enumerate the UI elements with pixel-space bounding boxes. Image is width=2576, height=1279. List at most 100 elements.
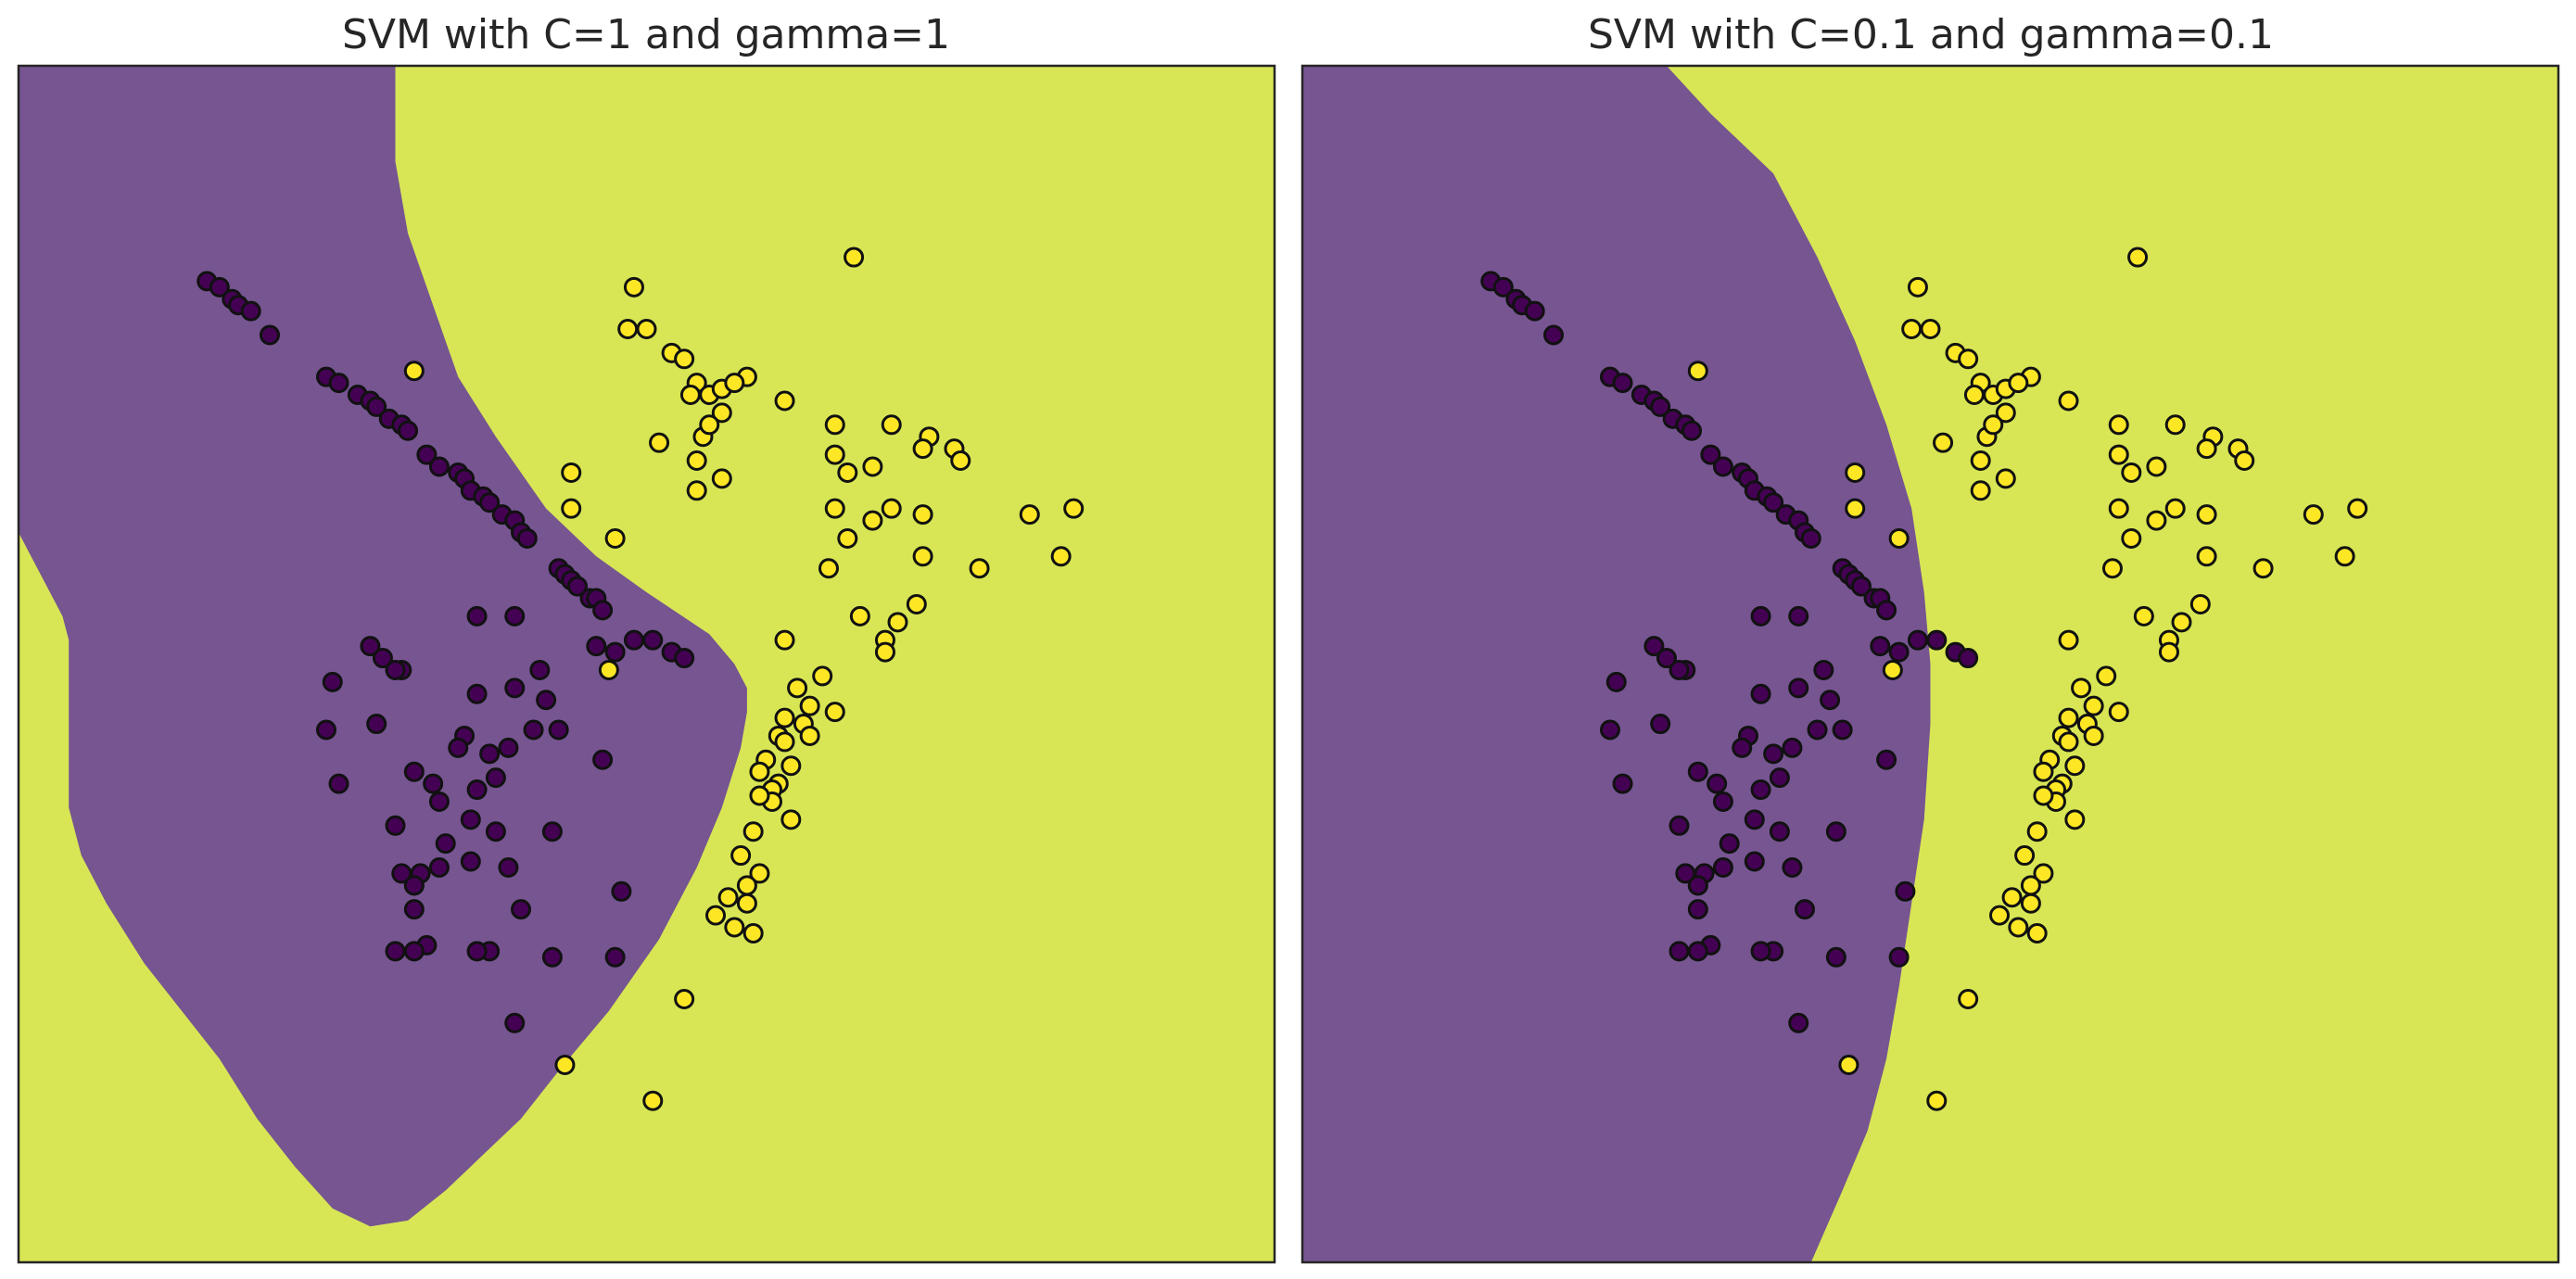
data-point-class-1 <box>2108 414 2129 436</box>
data-point-class-1 <box>2058 707 2079 728</box>
data-point-class-0 <box>423 773 444 794</box>
data-point-class-0 <box>604 641 626 663</box>
data-point-class-0 <box>1763 492 1784 513</box>
data-point-class-0 <box>1888 946 1910 968</box>
data-point-class-0 <box>1656 648 1677 669</box>
data-point-class-0 <box>385 659 406 680</box>
panel-right-title: SVM with C=0.1 and gamma=0.1 <box>1588 11 2274 58</box>
data-point-class-1 <box>2071 677 2092 699</box>
data-point-class-1 <box>2083 695 2104 716</box>
data-point-class-1 <box>844 247 865 268</box>
data-point-class-0 <box>385 941 406 962</box>
data-point-class-0 <box>485 821 506 842</box>
data-point-class-0 <box>1876 600 1897 621</box>
data-point-class-1 <box>1983 414 2004 436</box>
data-point-class-0 <box>523 719 544 741</box>
data-point-class-1 <box>1019 504 1040 526</box>
data-point-class-1 <box>1920 319 1941 340</box>
data-point-class-1 <box>950 450 971 472</box>
data-point-class-1 <box>724 917 745 938</box>
data-point-class-1 <box>1970 480 1991 501</box>
data-point-class-0 <box>1669 941 1690 962</box>
data-point-class-0 <box>1712 791 1733 812</box>
data-point-class-1 <box>2064 809 2086 830</box>
data-point-class-1 <box>818 558 839 579</box>
panel-left-plot <box>17 64 1276 1264</box>
data-point-class-1 <box>780 755 802 777</box>
data-point-class-1 <box>2303 504 2324 526</box>
data-point-class-0 <box>1700 444 1721 465</box>
data-point-class-0 <box>322 671 343 692</box>
data-point-class-0 <box>1712 856 1733 878</box>
data-point-class-1 <box>2189 593 2211 614</box>
data-point-class-0 <box>1769 767 1790 789</box>
data-point-class-0 <box>592 600 614 621</box>
data-point-class-0 <box>1643 636 1665 657</box>
data-point-class-1 <box>2001 887 2023 908</box>
data-point-class-1 <box>2008 373 2029 394</box>
data-point-class-0 <box>642 629 664 651</box>
data-point-class-0 <box>260 324 280 346</box>
data-point-class-1 <box>1995 468 2016 489</box>
data-point-class-0 <box>328 373 349 394</box>
data-point-class-0 <box>1850 576 1872 597</box>
data-point-class-0 <box>541 946 563 968</box>
data-point-class-0 <box>428 456 450 477</box>
data-point-class-1 <box>906 593 927 614</box>
data-point-class-0 <box>466 941 488 962</box>
data-point-class-1 <box>561 498 582 519</box>
data-point-class-0 <box>592 749 614 770</box>
data-point-class-0 <box>403 875 425 896</box>
data-point-class-0 <box>466 605 488 627</box>
data-point-class-1 <box>742 922 764 943</box>
data-point-class-0 <box>1788 605 1809 627</box>
data-point-class-1 <box>674 988 695 1009</box>
data-point-class-0 <box>1888 641 1910 663</box>
panel-left: SVM with C=1 and gamma=1 <box>17 11 1276 1264</box>
data-point-class-1 <box>912 438 933 460</box>
data-point-class-1 <box>561 462 582 483</box>
data-point-class-0 <box>448 737 469 758</box>
data-point-class-0 <box>541 821 563 842</box>
data-point-class-0 <box>1719 833 1740 855</box>
data-point-class-1 <box>2171 612 2192 633</box>
data-point-class-0 <box>485 767 506 789</box>
data-point-class-0 <box>504 677 526 699</box>
data-point-class-1 <box>686 450 707 472</box>
data-point-class-0 <box>1492 276 1514 298</box>
data-point-class-1 <box>2133 605 2154 627</box>
decision-region-class-0 <box>1302 66 1931 1262</box>
data-point-class-1 <box>874 641 895 663</box>
data-point-class-1 <box>1888 527 1910 549</box>
data-point-class-0 <box>511 899 531 920</box>
data-point-class-1 <box>862 456 883 477</box>
data-point-class-0 <box>504 605 526 627</box>
data-point-class-1 <box>2033 863 2054 884</box>
data-point-class-1 <box>887 612 908 633</box>
data-point-class-0 <box>428 791 450 812</box>
data-point-class-0 <box>1744 851 1765 872</box>
decision-region-class-0 <box>19 66 747 1227</box>
data-point-class-0 <box>586 636 607 657</box>
data-point-class-1 <box>2008 917 2029 938</box>
data-point-class-0 <box>529 659 551 680</box>
data-point-class-1 <box>2064 755 2086 777</box>
data-point-class-1 <box>2083 725 2104 746</box>
data-point-class-1 <box>604 527 626 549</box>
data-point-class-1 <box>749 785 770 806</box>
data-point-class-0 <box>403 941 425 962</box>
data-point-class-0 <box>1687 761 1708 782</box>
data-point-class-0 <box>536 690 557 711</box>
data-point-class-0 <box>1650 396 1671 417</box>
data-point-class-1 <box>837 462 858 483</box>
data-point-class-1 <box>649 432 670 453</box>
data-point-class-1 <box>1687 361 1708 382</box>
data-point-class-0 <box>498 737 519 758</box>
data-point-class-0 <box>479 492 501 513</box>
data-point-class-0 <box>466 779 488 801</box>
data-point-class-0 <box>1732 737 1753 758</box>
data-point-class-1 <box>705 905 727 926</box>
data-point-class-1 <box>2058 629 2079 651</box>
data-point-class-0 <box>1524 300 1545 322</box>
